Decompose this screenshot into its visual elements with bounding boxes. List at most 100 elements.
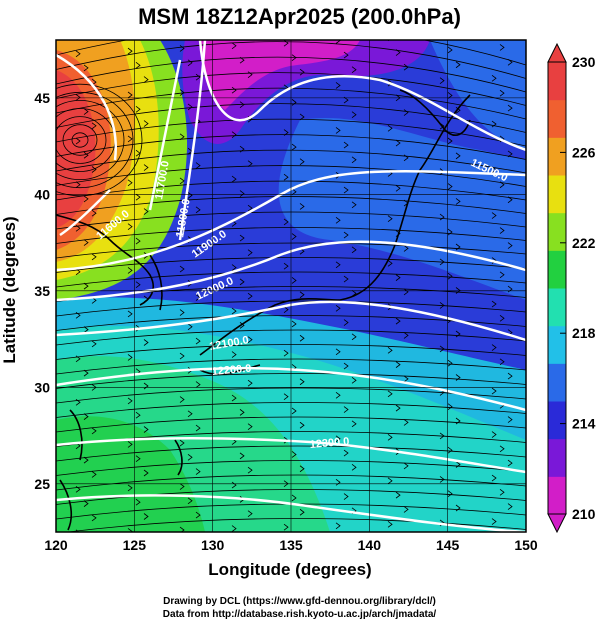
streamline-arrow: [195, 294, 201, 301]
streamline: [56, 257, 526, 273]
streamline: [56, 344, 526, 360]
streamline-arrow: [75, 486, 81, 493]
streamline-arrow: [403, 245, 409, 252]
colorbar-segment: [548, 476, 566, 515]
streamline-arrow: [499, 271, 505, 279]
streamline-arrow: [299, 334, 305, 342]
colorbar-tick-label: 222: [572, 235, 596, 251]
streamline-arrow: [231, 42, 237, 50]
streamline-arrow: [283, 173, 289, 181]
streamline-arrow: [291, 407, 297, 415]
y-tick-label: 30: [34, 379, 50, 395]
streamline-arrow: [239, 278, 245, 286]
streamline: [56, 358, 526, 375]
streamline-arrow: [499, 227, 505, 234]
streamline-arrow: [83, 369, 89, 377]
streamline-arrow: [499, 89, 505, 97]
x-tick-label: 125: [123, 537, 147, 553]
streamline-arrow: [179, 309, 185, 316]
streamline-arrow: [143, 164, 149, 171]
chart-title: MSM 18Z12Apr2025 (200.0hPa): [138, 4, 461, 29]
streamline-arrow: [91, 340, 97, 348]
x-tick-label: 135: [279, 537, 303, 553]
vortex-streamline: [56, 116, 107, 164]
streamline-arrow: [455, 61, 461, 69]
x-axis-label: Longitude (degrees): [208, 560, 372, 579]
streamline-arrow: [403, 332, 409, 339]
streamline-arrow: [179, 526, 185, 532]
streamline-arrow: [127, 397, 133, 405]
y-tick-label: 45: [34, 90, 50, 106]
streamline-arrow: [247, 379, 253, 387]
streamline-arrow: [239, 409, 245, 416]
streamline-arrow: [439, 345, 445, 353]
streamline-arrow: [127, 179, 133, 187]
streamline-arrow: [455, 504, 461, 512]
streamline-arrow: [403, 63, 409, 71]
streamline-arrow: [75, 355, 81, 363]
streamline-arrow: [335, 304, 341, 312]
streamline: [56, 460, 526, 476]
streamline-arrow: [499, 488, 505, 496]
streamline: [56, 242, 526, 259]
streamline-arrow: [127, 267, 133, 274]
streamline-arrow: [403, 506, 409, 513]
colorbar-segment: [548, 363, 566, 402]
streamline-arrow: [455, 287, 461, 294]
x-tick-label: 140: [358, 537, 382, 553]
streamline-arrow: [231, 394, 237, 402]
height-contours: [56, 40, 526, 532]
streamline-arrow: [343, 275, 349, 283]
streamline-arrow: [447, 272, 453, 280]
colorbar-frame: [547, 61, 567, 515]
streamline-arrow: [291, 233, 297, 240]
streamline-arrow: [127, 484, 133, 492]
streamline-arrow: [143, 76, 149, 83]
streamline-arrow: [491, 120, 497, 128]
streamline-arrow: [247, 336, 253, 343]
streamline-arrow: [439, 476, 445, 483]
streamline-arrow: [335, 348, 341, 356]
streamline-arrow: [247, 249, 253, 256]
streamline-arrow: [491, 474, 497, 482]
streamline-arrow: [291, 451, 297, 458]
streamline-arrow: [439, 258, 445, 266]
colorbar-segment: [548, 175, 566, 214]
streamline-arrow: [299, 158, 305, 166]
streamline-arrow: [351, 201, 357, 209]
streamline-arrow: [351, 111, 357, 119]
streamline-arrow: [335, 216, 341, 224]
streamline-arrow: [335, 478, 341, 486]
streamline-arrow: [283, 306, 289, 314]
streamline-arrow: [127, 91, 133, 99]
streamline-arrow: [387, 124, 393, 132]
streamline-arrow: [83, 195, 89, 203]
streamline-arrow: [507, 104, 513, 112]
streamline-arrow: [335, 261, 341, 269]
streamline-arrow: [187, 59, 193, 67]
streamline-arrow: [343, 186, 349, 194]
streamline-arrow: [499, 358, 505, 366]
streamline-arrow: [351, 333, 357, 341]
vortex-streamline: [71, 132, 89, 148]
streamline-arrow: [83, 108, 89, 115]
streamline-arrow: [75, 268, 81, 276]
streamline-arrow: [507, 150, 513, 158]
streamline-arrow: [447, 137, 453, 145]
streamline-arrow: [387, 521, 393, 528]
streamline-arrow: [299, 421, 305, 429]
vortex-streamline: [56, 100, 125, 180]
height-contour-line: [148, 59, 182, 211]
streamline-arrow: [447, 92, 453, 99]
streamline-arrow: [387, 347, 393, 354]
streamline-arrow: [447, 403, 453, 411]
streamline: [56, 165, 526, 187]
colorbar-segment: [548, 325, 566, 364]
streamline-arrow: [507, 459, 513, 467]
streamline: [64, 518, 526, 532]
streamline-arrow: [403, 375, 409, 383]
streamline-arrow: [75, 312, 81, 319]
streamline-arrow: [351, 377, 357, 384]
streamline-arrow: [299, 508, 305, 516]
colorbar-max-arrow: [547, 42, 567, 63]
